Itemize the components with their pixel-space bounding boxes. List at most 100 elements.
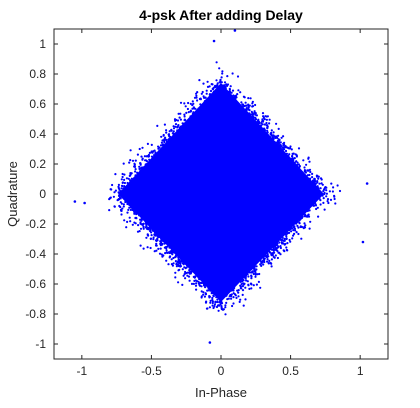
scatter-point [293,175,296,178]
scatter-point [258,126,262,129]
scatter-point [200,114,203,117]
scatter-point [316,206,319,209]
scatter-point [196,265,199,268]
scatter-point [247,275,250,278]
scatter-point [282,135,285,138]
scatter-point [241,285,244,288]
scatter-point [270,258,273,261]
scatter-point [124,192,127,195]
scatter-point [129,199,132,202]
scatter-point [218,292,221,295]
scatter-point [118,188,121,191]
scatter-point [197,280,200,283]
scatter-point [156,233,159,236]
scatter-point [123,185,126,188]
scatter-point [158,151,161,155]
scatter-point [193,261,196,264]
scatter-point [251,105,255,108]
scatter-point [259,141,262,144]
scatter-point [174,240,178,243]
scatter-point [181,252,184,255]
scatter-point [250,266,253,269]
scatter-point [185,260,188,263]
scatter-point [163,246,166,249]
scatter-point [220,93,223,96]
scatter-point [184,270,187,274]
scatter-point [163,141,166,144]
scatter-point [149,221,152,224]
scatter-point [159,247,162,250]
scatter-point [177,130,181,133]
scatter-point [190,116,193,119]
scatter-point [325,195,328,198]
scatter-point [321,183,324,186]
scatter-point [199,98,202,101]
scatter-point [201,109,204,112]
scatter-point [165,251,168,254]
scatter-point [169,236,172,239]
scatter-point [212,99,215,102]
scatter-point [295,222,298,225]
scatter-point [239,280,242,283]
scatter-point [169,138,172,141]
scatter-point [210,291,213,295]
scatter-point [282,239,285,242]
scatter-point [174,125,177,128]
scatter-point [154,164,157,167]
scatter-outlier [365,182,369,185]
scatter-point [182,245,185,248]
scatter-point [239,298,242,301]
scatter-point [314,198,317,201]
scatter-point [309,170,312,174]
scatter-point [150,155,154,158]
scatter-point [272,255,275,258]
scatter-point [261,127,264,130]
scatter-point [142,227,145,230]
y-tick-label: 1 [39,37,46,51]
scatter-point [260,251,264,254]
scatter-point [157,227,160,230]
scatter-point [163,138,166,141]
scatter-point [192,258,196,261]
scatter-point [241,107,244,110]
scatter-point [289,223,292,226]
scatter-point [189,272,192,275]
scatter-point [192,275,195,278]
scatter-point [235,296,238,299]
scatter-point [109,188,112,191]
scatter-point [165,147,168,150]
scatter-point [232,302,235,305]
scatter-point [262,263,265,266]
scatter-point [278,241,281,244]
scatter-point [274,136,277,139]
scatter-point [158,156,161,159]
scatter-point [166,236,169,239]
scatter-point [279,245,282,248]
scatter-point [136,204,139,207]
scatter-point [132,185,136,188]
scatter-point [292,215,296,218]
scatter-point [263,118,266,121]
scatter-point [180,249,183,252]
scatter-point [298,222,301,225]
scatter-point [236,75,240,78]
scatter-point [305,215,308,218]
scatter-point [307,169,310,172]
scatter-point [167,133,170,136]
scatter-point [326,200,329,203]
scatter-point [243,118,246,121]
scatter-point [291,237,294,240]
scatter-point [195,118,198,121]
scatter-point [250,277,253,280]
scatter-point [174,260,177,263]
scatter-point [175,265,178,268]
scatter-point [188,279,191,282]
scatter-point [306,177,309,180]
scatter-point [247,117,250,120]
scatter-point [253,125,256,128]
scatter-point [309,220,312,223]
scatter-point [272,146,276,149]
scatter-point [120,178,123,181]
scatter-point [214,282,217,285]
scatter-point [315,207,318,211]
